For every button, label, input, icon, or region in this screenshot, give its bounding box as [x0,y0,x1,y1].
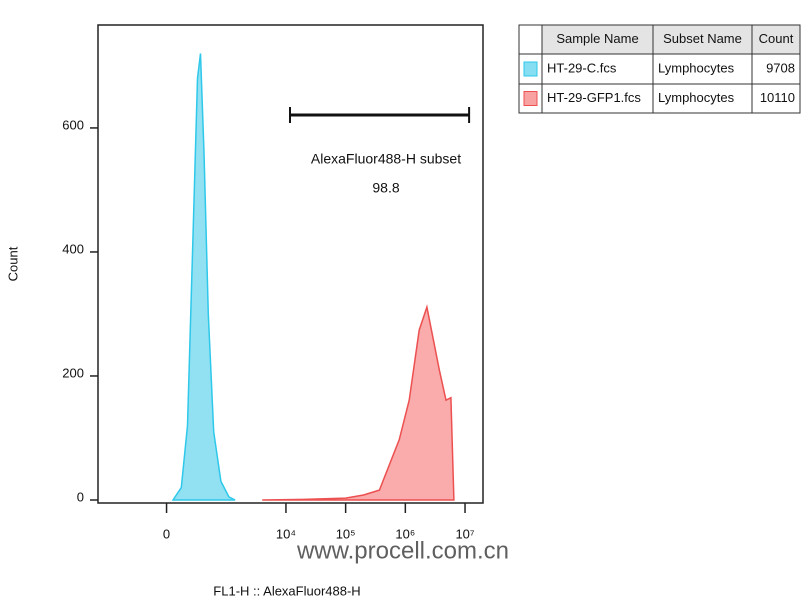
plot-frame [97,24,484,504]
legend-name: HT-29-GFP1.fcs [547,90,641,105]
x-tick-label: 10⁶ [395,526,415,541]
legend-name: HT-29-C.fcs [547,60,617,75]
table-header: Count [759,31,794,46]
y-axis-label: Count [5,246,20,281]
x-axis-label: FL1-H :: AlexaFluor488-H [213,583,360,598]
area [262,304,455,501]
gate-name: AlexaFluor488-H subset [311,151,461,167]
table-header: Subset Name [663,31,742,46]
area [171,53,236,501]
legend-swatch [523,91,538,106]
legend-subset: Lymphocytes [658,60,735,75]
y-tick-label: 600 [62,117,84,132]
x-tick-label: 10⁷ [455,526,474,541]
legend-subset: Lymphocytes [658,90,735,105]
x-tick-label: 10⁵ [336,526,356,541]
table-header: Sample Name [556,31,638,46]
y-tick-label: 200 [62,365,84,380]
legend-swatch [523,61,538,77]
watermark: www.procell.com.cn [296,537,509,564]
x-tick-label: 0 [163,526,170,541]
legend-count: 9708 [766,60,795,75]
y-tick-label: 0 [77,489,84,504]
legend-count: 10110 [760,90,795,105]
gate-value: 98.8 [372,180,399,196]
y-tick-label: 400 [62,241,84,256]
table-header-bg [541,24,801,55]
x-tick-label: 10⁴ [276,526,296,541]
